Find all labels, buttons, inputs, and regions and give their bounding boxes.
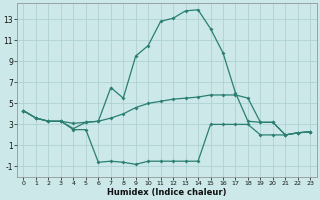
X-axis label: Humidex (Indice chaleur): Humidex (Indice chaleur)	[107, 188, 227, 197]
